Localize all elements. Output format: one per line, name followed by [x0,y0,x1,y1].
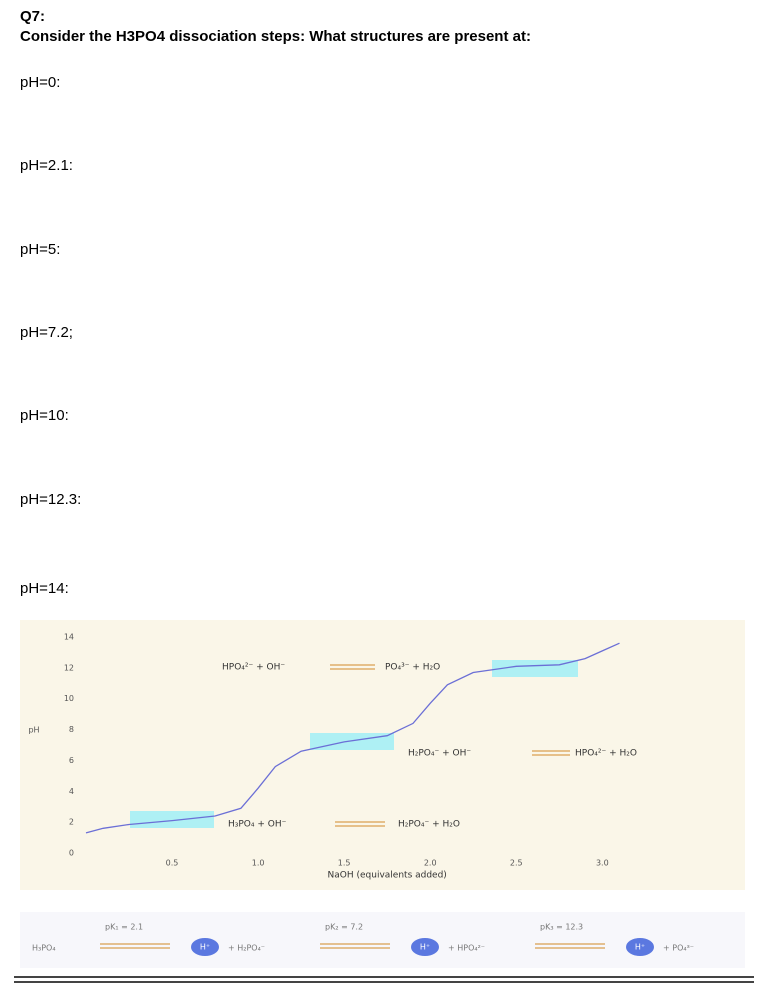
acid: H₃PO₄ [32,944,56,953]
ph-prompt: pH=2.1: [20,157,73,174]
conjugate-base: + H₂PO₄⁻ [228,944,265,953]
conjugate-base: + HPO₄²⁻ [448,944,485,953]
scheme-background [20,912,745,968]
question-number: Q7: [20,8,46,25]
question-text: Consider the H3PO4 dissociation steps: W… [20,28,531,45]
reaction-left: H₂PO₄⁻ + OH⁻ [408,749,471,759]
figure-background [20,620,745,890]
x-tick-label: 1.0 [252,859,265,868]
double-rule [14,976,754,978]
proton-bubble [411,938,439,956]
pk-label: pK₁ = 2.1 [105,923,143,932]
double-rule [14,981,754,983]
reaction-right: PO₄³⁻ + H₂O [385,663,440,673]
conjugate-base: + PO₄³⁻ [663,944,694,953]
pk-label: pK₂ = 7.2 [325,923,363,932]
reaction-left: HPO₄²⁻ + OH⁻ [222,663,285,673]
x-axis-label: NaOH (equivalents added) [328,871,447,881]
y-tick-label: 8 [69,725,74,734]
y-tick-label: 12 [64,663,74,672]
x-tick-label: 3.0 [596,859,609,868]
ph-prompt: pH=12.3: [20,491,82,508]
x-tick-label: 2.5 [510,859,523,868]
proton: H⁺ [635,943,645,952]
y-tick-label: 10 [64,694,74,703]
proton: H⁺ [200,943,210,952]
reaction-left: H₃PO₄ + OH⁻ [228,820,287,830]
proton-bubble [626,938,654,956]
buffer-region [310,733,394,750]
dissociation-scheme: H₃PO₄ pK₁ = 2.1 H⁺ + H₂PO₄⁻ pK₂ = 7.2 H⁺ + HPO… [20,912,745,968]
ph-prompt: pH=5: [20,241,61,258]
x-tick-label: 1.5 [338,859,351,868]
ph-prompt: pH=0: [20,74,61,91]
titration-curve [85,642,620,834]
y-tick-label: 14 [64,633,74,642]
buffer-region [130,811,214,828]
y-tick-label: 0 [69,849,74,858]
y-tick-label: 6 [69,756,74,765]
ph-prompt: pH=14: [20,580,69,597]
ph-prompt: pH=10: [20,407,69,424]
titration-figure: 0 2 4 6 8 10 12 14 0.5 1.0 1.5 2.0 2.5 3.0 pH NaOH (equ… [20,620,745,890]
y-axis-label: pH [28,726,39,735]
proton: H⁺ [420,943,430,952]
pk-label: pK₃ = 12.3 [540,923,583,932]
reaction-right: H₂PO₄⁻ + H₂O [398,820,460,830]
reaction-right: HPO₄²⁻ + H₂O [575,749,637,759]
x-tick-label: 0.5 [166,859,179,868]
y-tick-label: 2 [69,818,74,827]
proton-bubble [191,938,219,956]
y-tick-label: 4 [69,787,74,796]
ph-prompt: pH=7.2; [20,324,73,341]
x-tick-label: 2.0 [424,859,437,868]
